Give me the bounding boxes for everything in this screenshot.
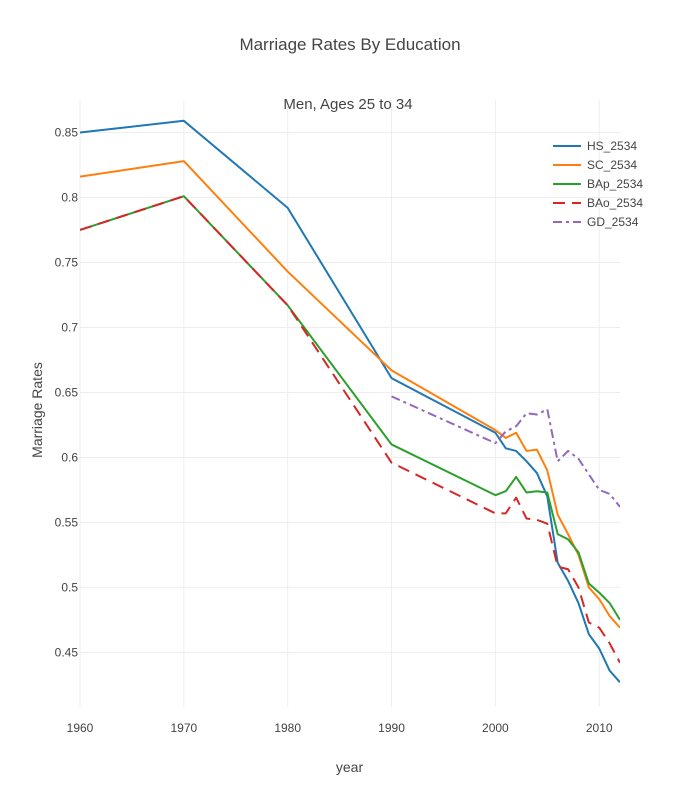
x-tick-label: 2010 xyxy=(586,721,613,735)
x-tick-label: 1970 xyxy=(170,721,197,735)
y-tick-label: 0.85 xyxy=(55,125,79,139)
legend-item[interactable]: SC_2534 xyxy=(553,158,637,172)
y-axis-label: Marriage Rates xyxy=(29,362,45,458)
legend[interactable]: HS_2534 SC_2534 BAp_2534 BAo_2534 GD_2534 xyxy=(553,139,643,229)
grid-lines xyxy=(79,100,620,707)
legend-item[interactable]: HS_2534 xyxy=(553,139,637,153)
x-tick-label: 2000 xyxy=(482,721,509,735)
y-tick-label: 0.6 xyxy=(61,450,78,464)
axes: 1960 1970 1980 1990 2000 2010 0.45 0.5 0.55 0.6 0.… xyxy=(55,125,613,735)
x-axis-label: year xyxy=(336,759,364,775)
legend-label: BAp_2534 xyxy=(587,177,643,191)
legend-label: SC_2534 xyxy=(587,158,637,172)
y-tick-label: 0.55 xyxy=(55,515,79,529)
series-line-HS_2534[interactable] xyxy=(80,119,620,683)
x-tick-label: 1980 xyxy=(274,721,301,735)
y-tick-label: 0.45 xyxy=(55,645,79,659)
legend-item[interactable]: BAp_2534 xyxy=(553,177,643,191)
y-tick-label: 0.8 xyxy=(61,190,78,204)
legend-label: HS_2534 xyxy=(587,139,637,153)
series-line-SC_2534[interactable] xyxy=(80,160,620,629)
series-lines xyxy=(80,119,620,683)
x-tick-label: 1960 xyxy=(67,721,94,735)
y-tick-label: 0.7 xyxy=(61,320,78,334)
series-line-BAp_2534[interactable] xyxy=(80,195,620,621)
y-tick-label: 0.75 xyxy=(55,255,79,269)
chart-title: Marriage Rates By Education xyxy=(239,35,460,54)
series-line-BAo_2534[interactable] xyxy=(80,195,620,664)
x-tick-label: 1990 xyxy=(378,721,405,735)
series-line-GD_2534[interactable] xyxy=(391,395,620,508)
legend-label: BAo_2534 xyxy=(587,196,643,210)
legend-item[interactable]: GD_2534 xyxy=(553,215,639,229)
y-tick-label: 0.5 xyxy=(61,580,78,594)
legend-item[interactable]: BAo_2534 xyxy=(553,196,643,210)
legend-label: GD_2534 xyxy=(587,215,639,229)
y-tick-label: 0.65 xyxy=(55,385,79,399)
chart-subtitle: Men, Ages 25 to 34 xyxy=(283,96,412,113)
